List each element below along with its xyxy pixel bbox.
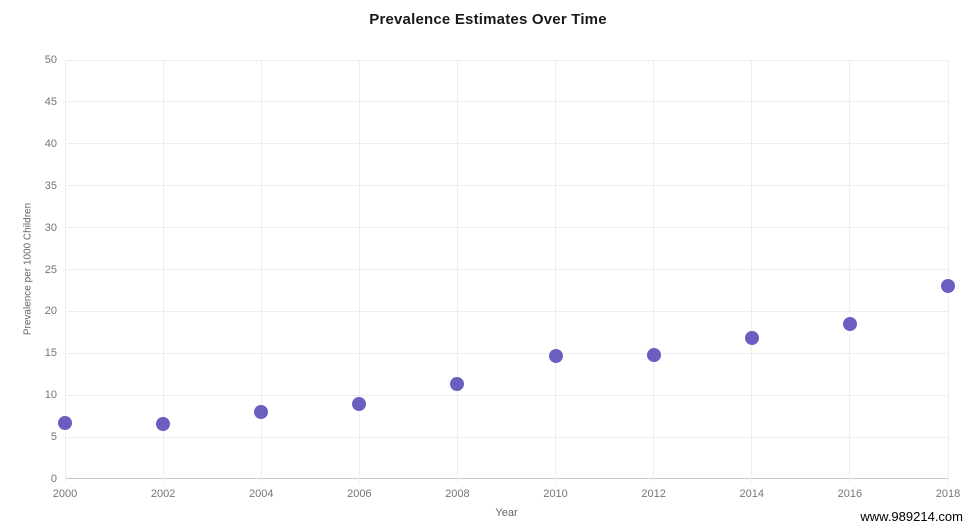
y-axis-tick-label: 45 bbox=[44, 95, 57, 108]
chart-title: Prevalence Estimates Over Time bbox=[369, 11, 607, 28]
gridline-horizontal bbox=[65, 269, 948, 270]
gridline-horizontal bbox=[65, 436, 948, 438]
x-axis-tick-label: 2000 bbox=[52, 488, 78, 500]
data-point bbox=[548, 348, 563, 363]
gridline-vertical bbox=[162, 60, 164, 482]
gridline-horizontal bbox=[65, 227, 948, 229]
x-axis-tick-label: 2016 bbox=[837, 488, 863, 500]
x-axis-tick-label: 2008 bbox=[445, 488, 470, 500]
gridline-vertical bbox=[653, 60, 655, 482]
y-axis-tick-label: 40 bbox=[44, 137, 57, 150]
gridline-vertical bbox=[358, 60, 360, 482]
gridline-horizontal bbox=[65, 185, 948, 187]
y-axis-tick-label: 5 bbox=[50, 431, 57, 444]
gridline-vertical bbox=[849, 60, 851, 482]
y-axis-tick-label: 50 bbox=[44, 54, 57, 66]
gridline-horizontal bbox=[65, 394, 948, 396]
x-axis-tick-label: 2006 bbox=[347, 488, 372, 500]
data-point bbox=[646, 347, 661, 362]
x-axis-tick-label: 2010 bbox=[543, 488, 568, 500]
data-point bbox=[352, 396, 367, 411]
watermark-text: www.989214.com bbox=[860, 509, 963, 524]
gridline-horizontal bbox=[65, 143, 948, 145]
y-axis-tick-label: 15 bbox=[44, 347, 57, 360]
y-axis-tick-label: 30 bbox=[44, 221, 57, 234]
y-axis-tick-label: 0 bbox=[50, 473, 57, 485]
gridline-horizontal bbox=[65, 310, 948, 312]
y-axis-tick-label: 35 bbox=[44, 179, 57, 192]
x-axis-tick-label: 2014 bbox=[739, 488, 764, 500]
y-axis-tick-label: 25 bbox=[44, 263, 57, 276]
gridline-vertical bbox=[456, 60, 458, 482]
gridline-vertical bbox=[555, 60, 557, 482]
x-axis-tick-label: 2004 bbox=[248, 488, 274, 500]
x-axis-tick-label: 2012 bbox=[641, 488, 666, 500]
y-axis-tick-label: 10 bbox=[44, 389, 57, 402]
gridline-vertical bbox=[64, 60, 66, 482]
data-point bbox=[450, 377, 465, 392]
data-point bbox=[941, 279, 955, 294]
x-axis-title: Year bbox=[495, 507, 518, 519]
data-point bbox=[156, 416, 171, 431]
data-point bbox=[58, 415, 72, 430]
gridline-horizontal bbox=[65, 101, 948, 103]
gridline-horizontal bbox=[65, 352, 948, 354]
y-axis-title: Prevalence per 1000 Children bbox=[22, 202, 34, 336]
data-point bbox=[842, 316, 857, 331]
x-axis-tick-label: 2018 bbox=[935, 488, 961, 500]
gridline-vertical bbox=[947, 60, 949, 482]
y-axis-tick-label: 20 bbox=[44, 305, 57, 318]
data-point bbox=[744, 331, 759, 346]
plot-area bbox=[58, 59, 955, 482]
data-point bbox=[254, 404, 269, 419]
gridline-vertical bbox=[260, 60, 262, 482]
gridline-horizontal bbox=[65, 59, 948, 61]
gridline-vertical bbox=[751, 60, 753, 482]
x-axis-tick-label: 2002 bbox=[150, 488, 176, 500]
